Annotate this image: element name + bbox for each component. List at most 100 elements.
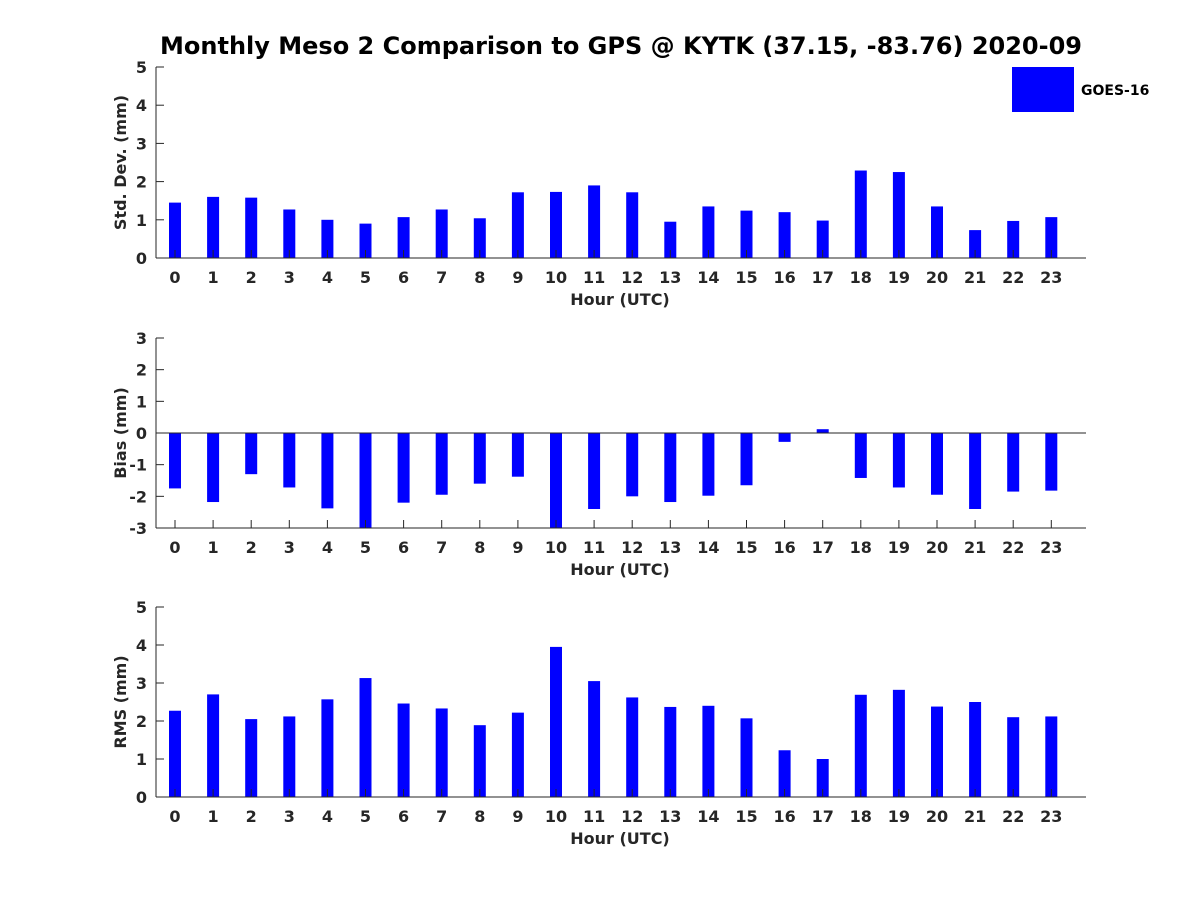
bar-2-hour-23 xyxy=(1045,433,1058,491)
bar-1-hour-17 xyxy=(816,220,829,258)
x-tick-label: 20 xyxy=(926,807,948,826)
x-tick-label: 16 xyxy=(773,538,795,557)
x-tick-label: 1 xyxy=(208,538,219,557)
bar-3-hour-17 xyxy=(816,759,829,797)
bar-1-hour-8 xyxy=(473,218,486,258)
bar-3-hour-13 xyxy=(664,706,677,797)
x-tick-label: 14 xyxy=(697,268,719,287)
bar-1-hour-2 xyxy=(245,197,258,258)
y-tick-label: 2 xyxy=(136,712,147,731)
bar-1-hour-10 xyxy=(550,191,562,258)
bar-3-hour-18 xyxy=(854,694,867,797)
y-tick-label: 4 xyxy=(136,636,147,655)
x-tick-label: 7 xyxy=(436,268,447,287)
x-tick-label: 15 xyxy=(735,268,757,287)
bar-1-hour-16 xyxy=(778,212,791,258)
x-tick-label: 2 xyxy=(246,807,257,826)
x-tick-label: 4 xyxy=(322,807,333,826)
x-tick-label: 13 xyxy=(659,268,681,287)
bar-1-hour-14 xyxy=(702,206,715,258)
y-tick-label: 3 xyxy=(136,674,147,693)
bar-2-hour-12 xyxy=(626,433,639,497)
x-tick-label: 2 xyxy=(246,538,257,557)
x-tick-label: 17 xyxy=(812,807,834,826)
bar-1-hour-23 xyxy=(1045,217,1058,258)
y-axis-label: RMS (mm) xyxy=(111,655,130,748)
bar-3-hour-22 xyxy=(1007,717,1020,797)
bar-2-hour-21 xyxy=(969,433,982,509)
bar-2-hour-13 xyxy=(664,433,677,503)
bar-3-hour-5 xyxy=(359,678,372,797)
x-tick-label: 10 xyxy=(545,807,567,826)
x-tick-label: 15 xyxy=(735,538,757,557)
legend-label: GOES-16 xyxy=(1081,83,1149,99)
bar-3-hour-9 xyxy=(511,712,524,797)
x-tick-label: 23 xyxy=(1040,807,1062,826)
x-tick-label: 19 xyxy=(888,268,910,287)
bar-3-hour-8 xyxy=(473,725,486,797)
x-tick-label: 21 xyxy=(964,538,986,557)
x-tick-label: 4 xyxy=(322,268,333,287)
bar-3-hour-12 xyxy=(626,697,639,797)
bar-2-hour-5 xyxy=(359,433,372,528)
x-tick-label: 14 xyxy=(697,807,719,826)
chart-title: Monthly Meso 2 Comparison to GPS @ KYTK … xyxy=(160,32,1082,60)
bar-3-hour-11 xyxy=(588,681,601,797)
x-tick-label: 20 xyxy=(926,268,948,287)
bar-2-hour-19 xyxy=(892,433,905,488)
x-tick-label: 18 xyxy=(850,807,872,826)
bar-1-hour-6 xyxy=(397,217,410,258)
bar-2-hour-10 xyxy=(550,433,562,528)
x-tick-label: 21 xyxy=(964,268,986,287)
x-tick-label: 12 xyxy=(621,807,643,826)
x-tick-label: 22 xyxy=(1002,807,1024,826)
x-axis-label: Hour (UTC) xyxy=(570,560,670,579)
x-tick-label: 1 xyxy=(208,268,219,287)
bar-2-hour-0 xyxy=(169,433,181,489)
bar-2-hour-4 xyxy=(321,433,334,509)
y-tick-label: -2 xyxy=(129,487,147,506)
bar-1-hour-0 xyxy=(169,202,181,258)
y-tick-label: 0 xyxy=(136,788,147,807)
x-tick-label: 12 xyxy=(621,538,643,557)
x-tick-label: 7 xyxy=(436,538,447,557)
bar-2-hour-17 xyxy=(816,429,829,433)
x-tick-label: 13 xyxy=(659,807,681,826)
chart-legend: GOES-16 xyxy=(1012,67,1149,112)
x-tick-label: 5 xyxy=(360,268,371,287)
bar-3-hour-4 xyxy=(321,699,334,797)
y-tick-label: 5 xyxy=(136,598,147,617)
bar-3-hour-21 xyxy=(969,702,982,797)
y-axis-label: Std. Dev. (mm) xyxy=(111,95,130,230)
x-tick-label: 9 xyxy=(512,268,523,287)
bar-1-hour-9 xyxy=(511,192,524,258)
bar-2-hour-22 xyxy=(1007,433,1020,492)
bar-1-hour-12 xyxy=(626,192,639,258)
bar-1-hour-21 xyxy=(969,230,982,258)
x-tick-label: 6 xyxy=(398,268,409,287)
x-tick-label: 0 xyxy=(169,807,180,826)
y-tick-label: 2 xyxy=(136,361,147,380)
bar-1-hour-1 xyxy=(207,196,220,258)
x-tick-label: 10 xyxy=(545,538,567,557)
bar-1-hour-7 xyxy=(435,209,448,258)
y-tick-label: -1 xyxy=(129,456,147,475)
y-tick-label: 1 xyxy=(136,392,147,411)
bar-2-hour-16 xyxy=(778,433,791,442)
bar-3-hour-3 xyxy=(283,716,296,797)
y-axis-label: Bias (mm) xyxy=(111,387,130,479)
x-tick-label: 16 xyxy=(773,807,795,826)
x-tick-label: 8 xyxy=(474,538,485,557)
bar-3-hour-0 xyxy=(169,710,181,797)
x-axis-label: Hour (UTC) xyxy=(570,829,670,848)
x-tick-label: 3 xyxy=(284,807,295,826)
bar-1-hour-15 xyxy=(740,210,753,258)
bar-2-hour-14 xyxy=(702,433,715,496)
x-tick-label: 13 xyxy=(659,538,681,557)
x-tick-label: 11 xyxy=(583,538,605,557)
y-tick-label: 2 xyxy=(136,173,147,192)
bar-3-hour-2 xyxy=(245,719,258,797)
